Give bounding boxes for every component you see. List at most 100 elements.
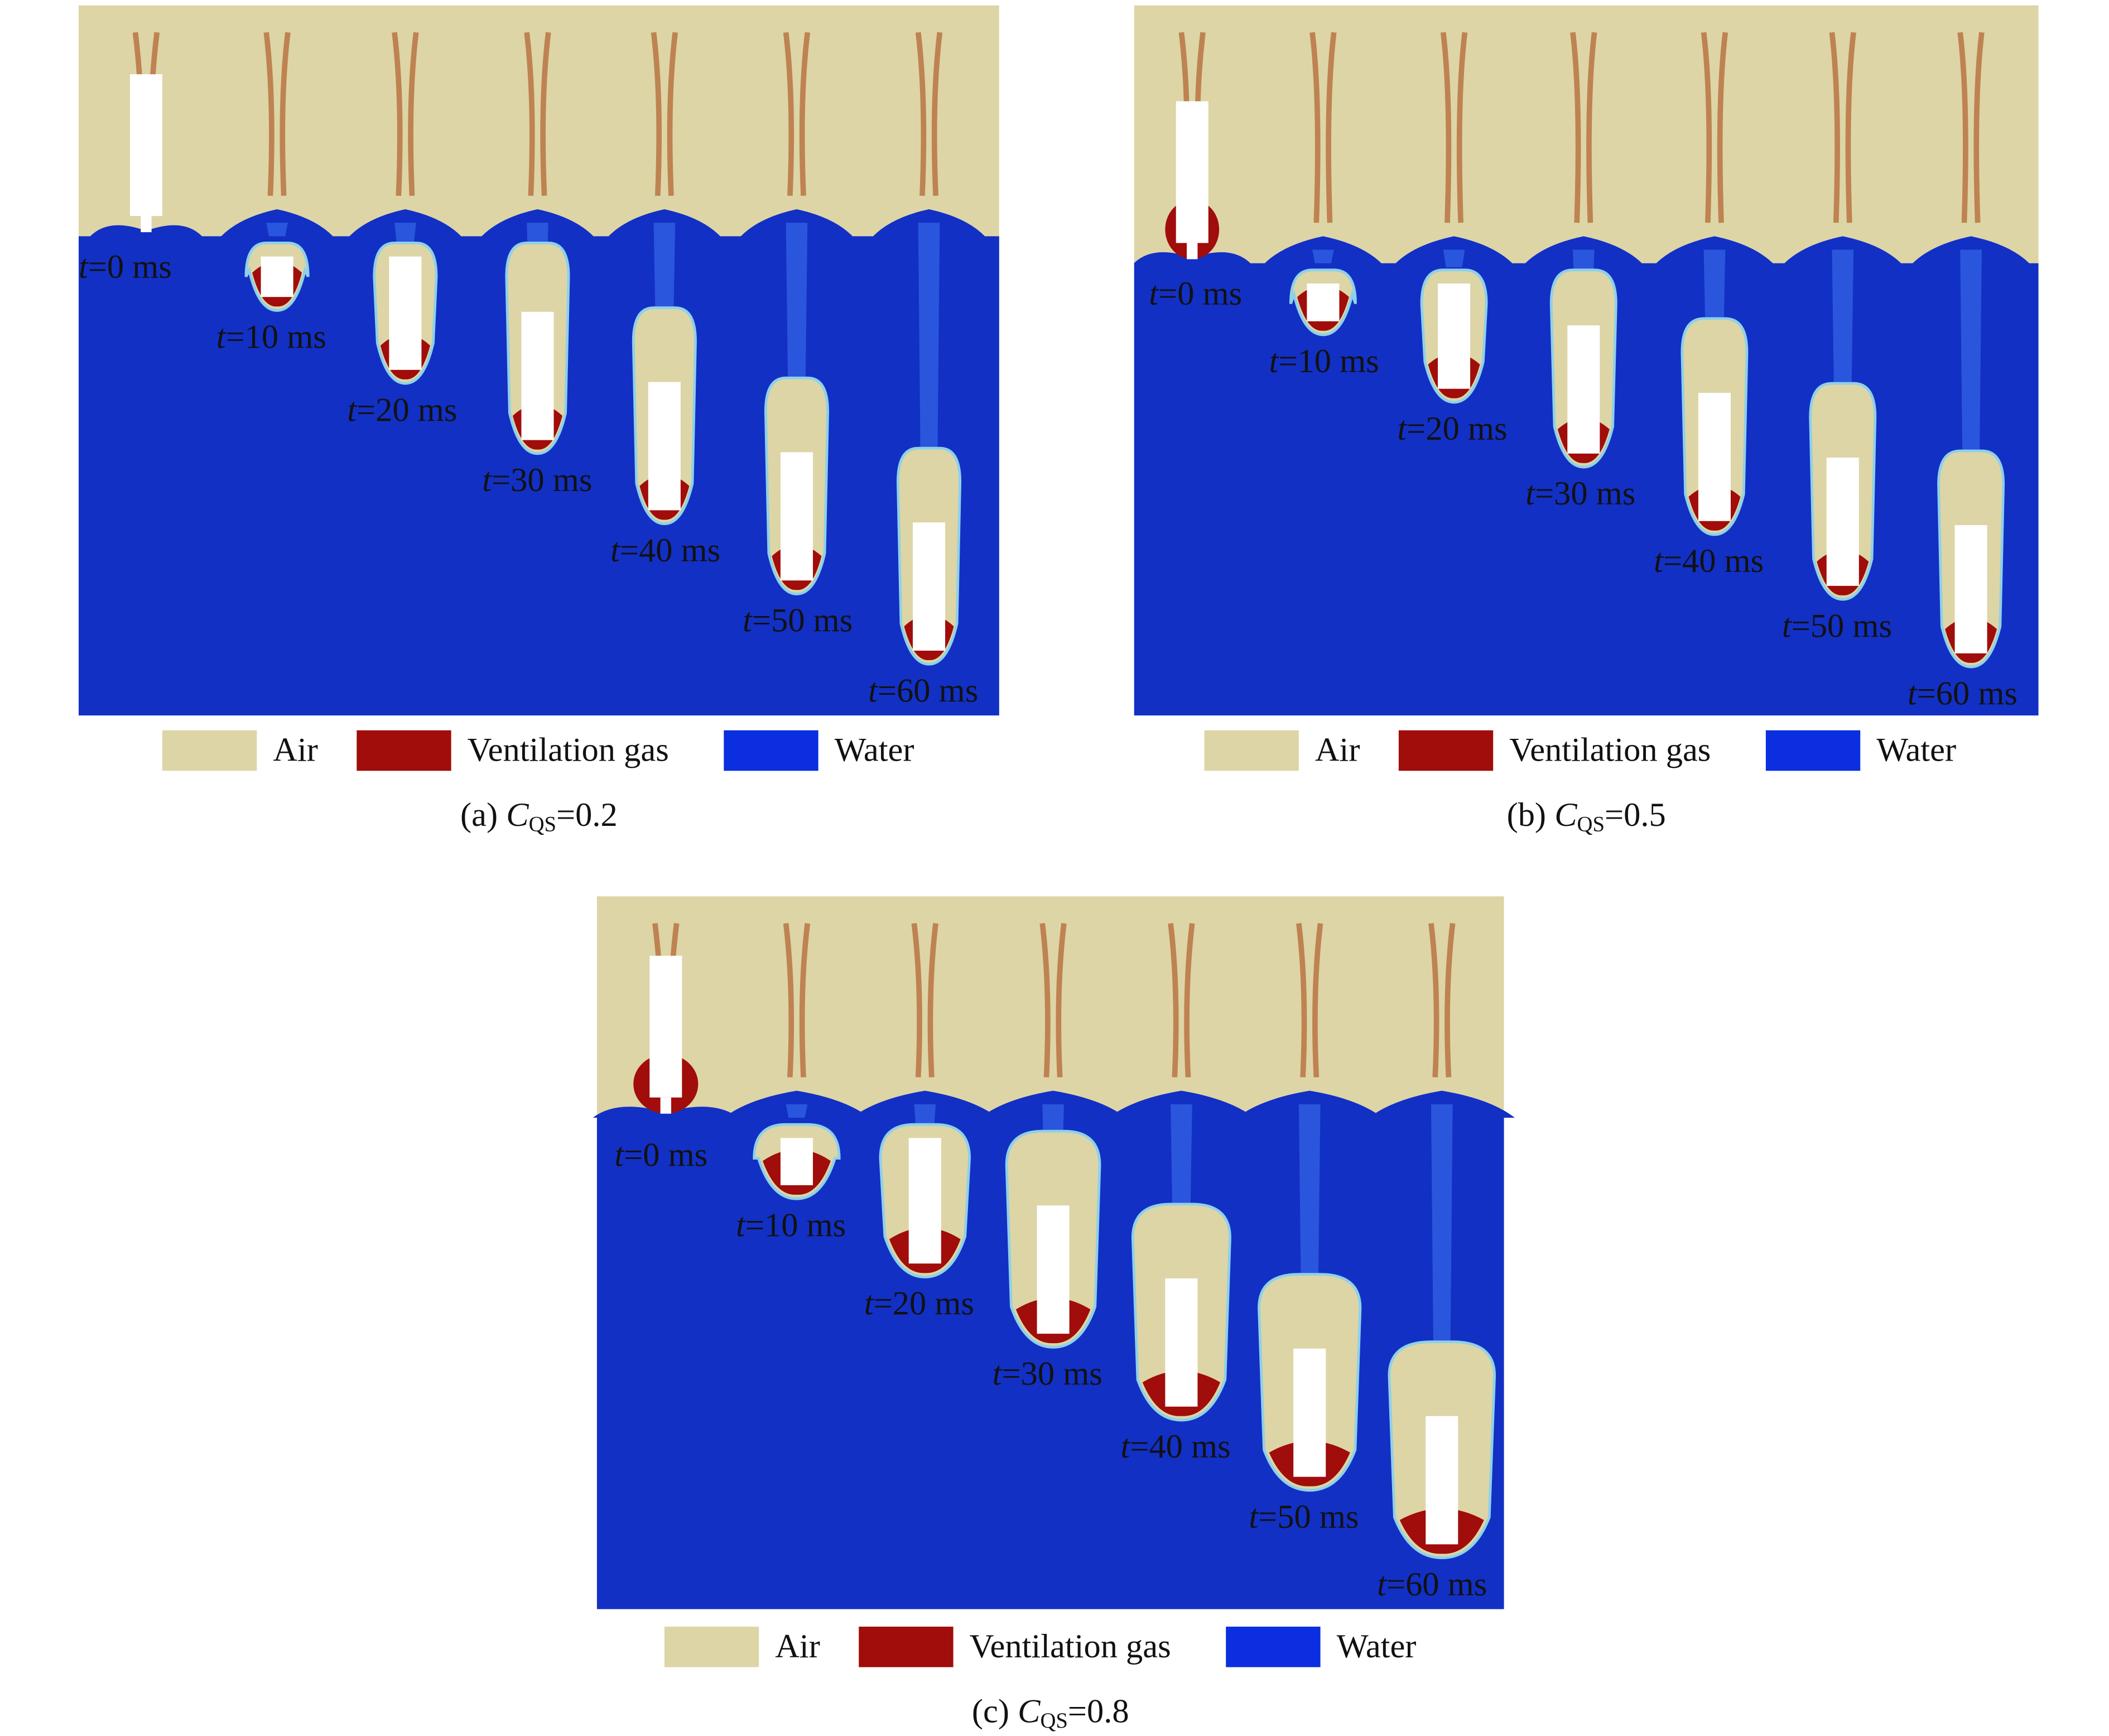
time-value: =30 ms — [1535, 475, 1635, 512]
water-column — [1443, 249, 1465, 267]
time-symbol: t — [864, 1285, 875, 1323]
time-label: t=0 ms — [1149, 275, 1242, 312]
time-value: =20 ms — [357, 391, 457, 429]
water-column — [1312, 249, 1334, 263]
legend-swatch — [859, 1627, 954, 1667]
time-label: t=30 ms — [482, 461, 592, 499]
legend-swatch — [162, 730, 257, 771]
time-symbol: t — [610, 532, 621, 569]
time-label: t=50 ms — [1782, 607, 1892, 645]
caption-value: =0.5 — [1605, 796, 1666, 834]
time-label: t=20 ms — [1397, 410, 1507, 448]
gas-plume — [783, 32, 811, 196]
time-symbol: t — [79, 248, 89, 286]
caption-subscript: QS — [1577, 812, 1605, 836]
gas-plume — [1440, 32, 1468, 223]
legend-label: Air — [775, 1628, 820, 1665]
caption: (b) CQS=0.5 — [1507, 796, 1666, 836]
time-value: =40 ms — [1663, 542, 1764, 580]
water-column — [918, 223, 940, 502]
caption-subscript: QS — [529, 812, 556, 836]
water-column — [786, 1104, 808, 1118]
water-column — [1431, 1104, 1453, 1396]
time-symbol: t — [1397, 410, 1408, 448]
time-symbol: t — [743, 602, 753, 639]
gas-plume — [1168, 923, 1195, 1078]
time-value: =20 ms — [874, 1285, 974, 1323]
projectile — [521, 311, 554, 440]
time-symbol: t — [1249, 1498, 1259, 1536]
legend-swatch — [1226, 1627, 1321, 1667]
gas-plume — [915, 32, 943, 196]
time-symbol: t — [614, 1136, 625, 1174]
time-label: t=60 ms — [1908, 675, 2017, 712]
projectile — [649, 955, 682, 1098]
projectile-tail — [141, 216, 152, 233]
time-value: =60 ms — [878, 672, 978, 709]
time-value: =30 ms — [492, 461, 592, 499]
water-region — [1134, 236, 2039, 716]
time-label: t=0 ms — [614, 1136, 707, 1174]
time-value: =60 ms — [1917, 675, 2017, 712]
gas-plume — [1957, 32, 1985, 223]
projectile — [1698, 392, 1731, 521]
time-value: =40 ms — [1130, 1428, 1230, 1465]
caption-prefix: (a) — [460, 796, 506, 834]
panel: t=0 mst=10 mst=20 mst=30 mst=40 mst=50 m… — [1134, 5, 2039, 836]
time-value: =30 ms — [1002, 1355, 1102, 1392]
time-symbol: t — [993, 1355, 1003, 1392]
panel: t=0 mst=10 mst=20 mst=30 mst=40 mst=50 m… — [593, 896, 1515, 1733]
legend-swatch — [1398, 730, 1494, 771]
caption-symbol: C — [1554, 796, 1577, 834]
gas-plume — [1570, 32, 1597, 223]
time-symbol: t — [347, 391, 358, 429]
projectile — [1426, 1416, 1458, 1545]
legend-label: Water — [835, 732, 914, 769]
legend-swatch — [1765, 730, 1861, 771]
time-value: =50 ms — [752, 602, 853, 639]
gas-plume — [263, 32, 291, 196]
time-value: =0 ms — [1158, 275, 1242, 312]
legend-swatch — [1204, 730, 1299, 771]
time-label: t=30 ms — [1525, 475, 1635, 512]
gas-plume — [651, 32, 678, 196]
time-label: t=50 ms — [1249, 1498, 1359, 1536]
time-label: t=20 ms — [347, 391, 457, 429]
time-symbol: t — [736, 1206, 747, 1244]
time-label: t=40 ms — [610, 532, 720, 569]
water-column — [1960, 249, 1982, 505]
water-column — [266, 223, 288, 237]
gas-plume — [1701, 32, 1728, 223]
projectile — [1037, 1205, 1070, 1334]
projectile — [1954, 525, 1987, 653]
gas-plume — [1309, 32, 1337, 223]
gas-plume — [392, 32, 419, 196]
legend-label: Air — [273, 732, 318, 769]
projectile — [1438, 283, 1471, 389]
time-symbol: t — [1149, 275, 1159, 312]
caption-prefix: (c) — [972, 1692, 1018, 1730]
legend-swatch — [357, 730, 451, 771]
time-symbol: t — [1121, 1428, 1131, 1465]
legend-label: Ventilation gas — [1509, 732, 1711, 769]
legend-label: Water — [1876, 732, 1956, 769]
projectile — [1826, 458, 1859, 586]
projectile — [912, 522, 946, 651]
time-value: =10 ms — [745, 1206, 846, 1244]
legend-swatch — [724, 730, 818, 771]
time-symbol: t — [868, 672, 879, 709]
time-label: t=20 ms — [864, 1285, 974, 1323]
time-label: t=10 ms — [1269, 343, 1379, 380]
time-value: =10 ms — [1278, 343, 1379, 380]
time-symbol: t — [1782, 607, 1793, 645]
gas-plume — [1296, 923, 1323, 1078]
projectile — [389, 256, 422, 370]
projectile-tail — [1187, 243, 1198, 259]
projectile — [1567, 325, 1600, 454]
gas-plume — [1039, 923, 1067, 1078]
projectile-tail — [660, 1097, 671, 1114]
projectile — [1293, 1348, 1326, 1477]
time-symbol: t — [1269, 343, 1280, 380]
time-label: t=60 ms — [1377, 1566, 1487, 1603]
